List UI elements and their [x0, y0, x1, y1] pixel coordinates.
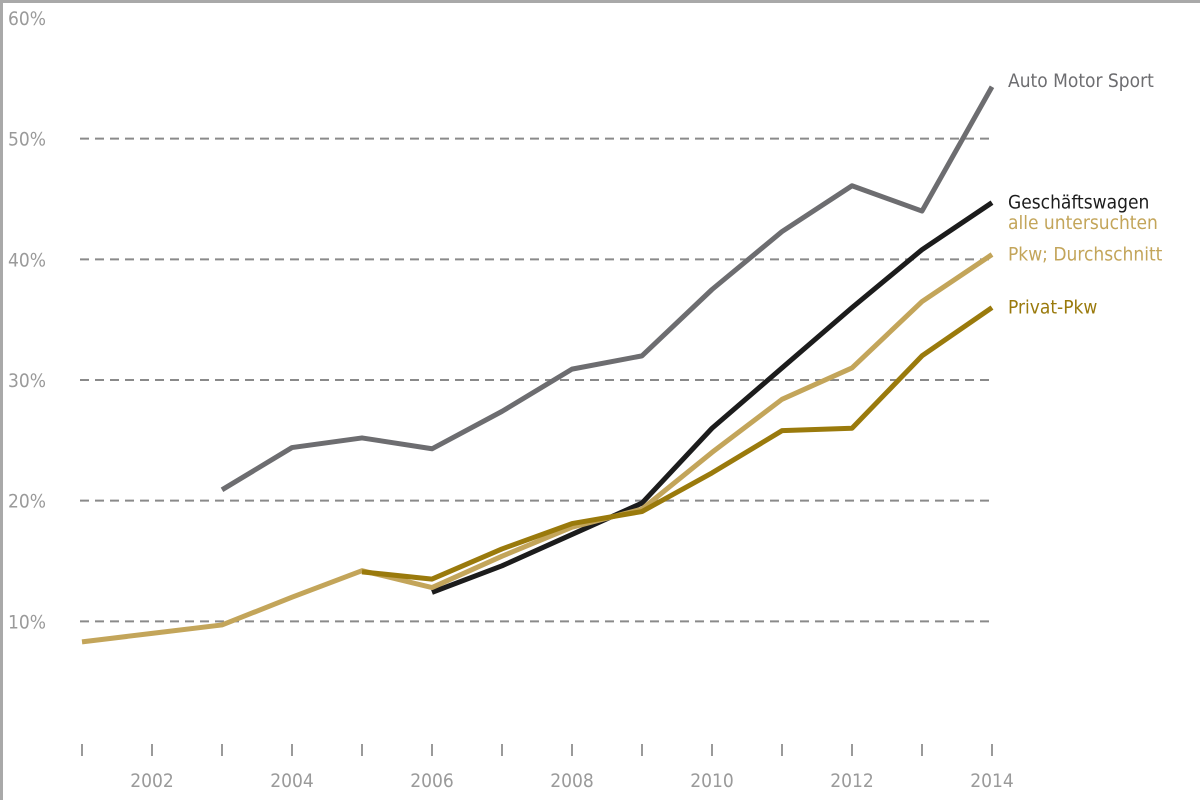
series-label: alle untersuchten — [1008, 212, 1158, 234]
series-line — [431, 200, 994, 595]
series-lines — [81, 85, 995, 645]
x-tick-label: 2010 — [690, 770, 734, 792]
x-tick-label: 2004 — [270, 770, 314, 792]
series-label: Geschäftswagen — [1008, 192, 1149, 214]
x-tick-label: 2006 — [410, 770, 454, 792]
y-tick-label: 40% — [8, 249, 46, 271]
y-axis: 10% 20% 30% 40% 50% 60% — [8, 8, 46, 633]
y-tick-label: 30% — [8, 370, 46, 392]
x-axis: 2002 2004 2006 2008 2010 2012 2014 — [81, 744, 1014, 792]
series-label: Auto Motor Sport — [1008, 70, 1154, 92]
y-tick-label: 60% — [8, 8, 46, 30]
y-tick-label: 20% — [8, 491, 46, 513]
series-label: Pkw; Durchschnitt — [1008, 244, 1163, 266]
series-line — [81, 252, 994, 645]
series-label: Privat-Pkw — [1008, 297, 1097, 319]
y-tick-label: 10% — [8, 611, 46, 633]
x-tick-label: 2012 — [830, 770, 874, 792]
x-tick-label: 2014 — [970, 770, 1014, 792]
x-tick-label: 2002 — [130, 770, 174, 792]
series-line — [220, 85, 995, 492]
series-line — [361, 305, 994, 582]
x-tick-label: 2008 — [550, 770, 594, 792]
y-tick-label: 50% — [8, 129, 46, 151]
